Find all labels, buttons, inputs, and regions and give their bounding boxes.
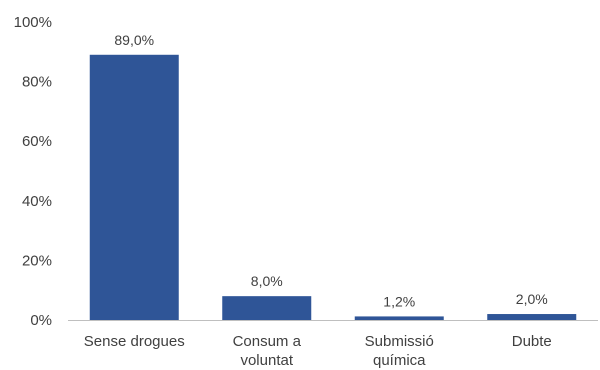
y-tick-label: 80% (22, 74, 52, 91)
y-tick-label: 40% (22, 193, 52, 210)
x-tick-label: voluntat (240, 352, 293, 369)
data-label: 8,0% (251, 273, 283, 289)
data-label: 89,0% (114, 32, 154, 48)
y-tick-label: 0% (30, 312, 52, 329)
bar (222, 296, 312, 320)
x-tick-label: Dubte (512, 333, 552, 350)
bar (487, 314, 577, 320)
bars (89, 54, 577, 320)
y-tick-label: 20% (22, 252, 52, 269)
data-labels: 89,0% 8,0% 1,2% 2,0% (114, 32, 547, 310)
x-tick-label: química (373, 352, 426, 369)
data-label: 1,2% (383, 293, 415, 309)
x-axis: Sense drogues Consum a voluntat Submissió qu… (84, 333, 552, 369)
bar (354, 316, 444, 320)
x-tick-label: Sense drogues (84, 333, 185, 350)
data-label: 2,0% (516, 291, 548, 307)
y-tick-label: 60% (22, 133, 52, 150)
x-tick-label: Consum a (233, 333, 302, 350)
y-tick-label: 100% (14, 14, 52, 31)
x-tick-label: Submissió (365, 333, 434, 350)
bar (89, 54, 179, 320)
y-axis: 0% 20% 40% 60% 80% 100% (14, 14, 52, 329)
